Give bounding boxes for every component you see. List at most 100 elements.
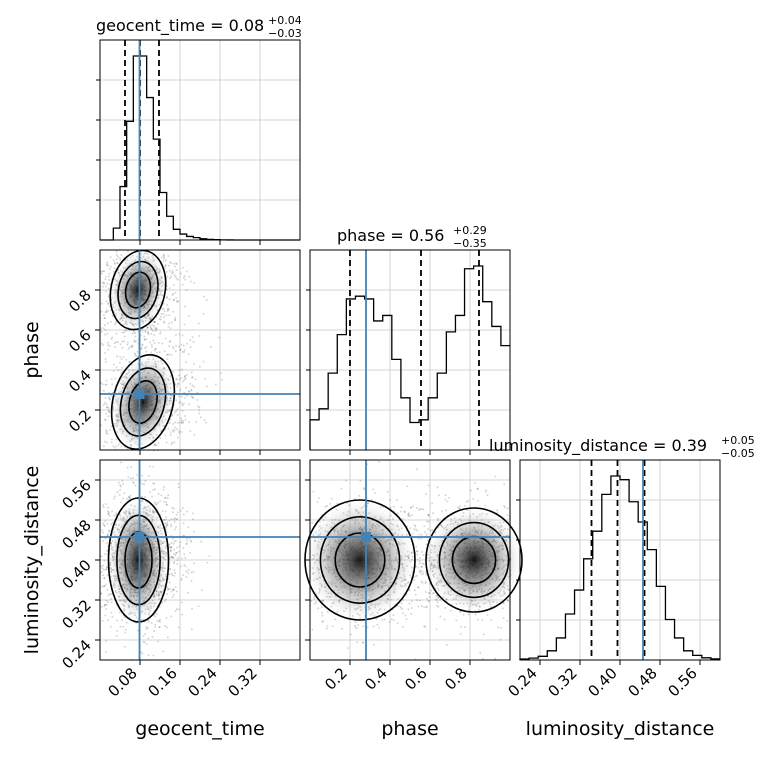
sample-point bbox=[165, 526, 167, 529]
sample-point bbox=[140, 348, 143, 350]
sample-point bbox=[187, 572, 189, 575]
sample-point bbox=[331, 497, 333, 500]
sample-point bbox=[167, 308, 170, 311]
sample-point bbox=[125, 621, 128, 624]
sample-point bbox=[107, 407, 110, 409]
sample-point bbox=[105, 566, 108, 569]
sample-point bbox=[165, 525, 167, 528]
sample-point bbox=[400, 506, 403, 508]
sample-point bbox=[143, 339, 146, 341]
sample-point bbox=[165, 523, 168, 526]
sample-point bbox=[121, 480, 124, 482]
sample-point bbox=[159, 500, 161, 502]
sample-point bbox=[104, 352, 106, 354]
sample-point bbox=[163, 519, 165, 521]
sample-point bbox=[165, 264, 167, 266]
sample-point bbox=[108, 293, 110, 296]
sample-point bbox=[163, 256, 165, 258]
sample-point bbox=[424, 531, 426, 533]
sample-point bbox=[499, 638, 502, 641]
sample-point bbox=[392, 619, 395, 621]
sample-point bbox=[171, 294, 174, 296]
sample-point bbox=[106, 261, 109, 264]
sample-point bbox=[158, 620, 160, 622]
sample-point bbox=[159, 331, 162, 333]
sample-point bbox=[107, 511, 110, 514]
sample-point bbox=[345, 479, 347, 482]
sample-point bbox=[173, 441, 176, 444]
sample-point bbox=[179, 401, 182, 403]
sample-point bbox=[477, 500, 479, 502]
sample-point bbox=[198, 409, 200, 412]
sample-point bbox=[208, 555, 211, 557]
sample-point bbox=[362, 641, 364, 644]
sample-point bbox=[169, 277, 172, 279]
sample-point bbox=[392, 614, 395, 616]
sample-point bbox=[107, 310, 110, 313]
sample-point bbox=[191, 376, 194, 378]
sample-point bbox=[164, 434, 167, 437]
sample-point bbox=[180, 431, 183, 433]
sample-point bbox=[122, 356, 125, 358]
sample-point bbox=[150, 622, 153, 624]
sample-point bbox=[137, 330, 140, 333]
sample-point bbox=[163, 500, 165, 503]
sample-point bbox=[165, 441, 168, 444]
sample-point bbox=[109, 256, 112, 259]
sample-point bbox=[472, 498, 474, 500]
sample-point bbox=[175, 526, 177, 528]
sample-point bbox=[108, 515, 111, 517]
sample-point bbox=[179, 377, 182, 379]
sample-point bbox=[162, 302, 165, 305]
sample-point bbox=[120, 485, 122, 488]
sample-point bbox=[188, 315, 190, 317]
sample-point bbox=[112, 445, 115, 447]
sample-point bbox=[171, 429, 174, 432]
sample-point bbox=[155, 347, 157, 350]
sample-point bbox=[109, 344, 111, 347]
sample-point bbox=[175, 277, 178, 280]
sample-point bbox=[168, 422, 171, 424]
sample-point bbox=[171, 574, 174, 576]
sample-point bbox=[140, 334, 142, 337]
sample-point bbox=[400, 510, 402, 513]
sample-point bbox=[170, 518, 173, 521]
sample-point bbox=[163, 258, 165, 260]
sample-point bbox=[172, 593, 175, 596]
sample-point bbox=[107, 341, 109, 344]
sample-point bbox=[311, 522, 314, 524]
sample-point bbox=[123, 331, 125, 334]
sample-point bbox=[165, 518, 167, 521]
sample-point bbox=[506, 514, 509, 516]
sample-point bbox=[183, 402, 185, 405]
sample-point bbox=[174, 291, 177, 294]
sample-point bbox=[175, 608, 178, 610]
sample-point bbox=[154, 327, 156, 329]
sample-point bbox=[170, 546, 172, 549]
sample-point bbox=[172, 507, 175, 510]
tick-label-y: 0.40 bbox=[58, 556, 94, 592]
sample-point bbox=[189, 552, 191, 554]
sample-point bbox=[172, 542, 175, 545]
sample-point bbox=[161, 308, 164, 310]
sample-point bbox=[324, 505, 327, 508]
sample-point bbox=[108, 396, 110, 399]
sample-point bbox=[173, 561, 176, 563]
sample-point bbox=[115, 332, 118, 335]
sample-point bbox=[376, 623, 379, 626]
sample-point bbox=[155, 327, 158, 330]
sample-point bbox=[507, 599, 509, 602]
sample-point bbox=[110, 378, 113, 380]
sample-point bbox=[101, 619, 104, 622]
sample-point bbox=[176, 511, 179, 514]
sample-point bbox=[179, 349, 182, 351]
sample-point bbox=[151, 324, 154, 326]
sample-point bbox=[103, 404, 105, 406]
sample-point bbox=[417, 537, 420, 540]
sample-point bbox=[170, 572, 173, 575]
sample-point bbox=[118, 493, 121, 496]
sample-point bbox=[175, 517, 178, 520]
sample-point bbox=[106, 553, 109, 556]
sample-point bbox=[108, 513, 110, 515]
sample-point bbox=[445, 509, 447, 512]
